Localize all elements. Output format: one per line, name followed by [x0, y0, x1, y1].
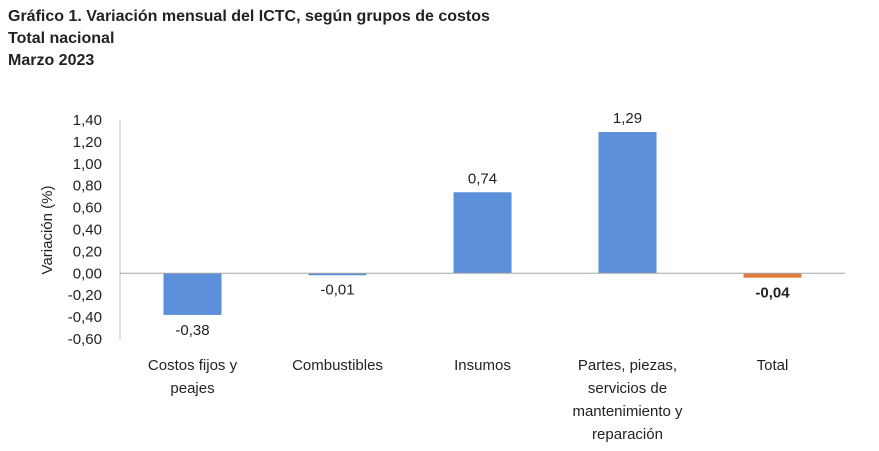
- data-label: -0,38: [175, 322, 209, 339]
- y-axis-label: Variación (%): [39, 186, 56, 275]
- y-tick-label: 0,80: [73, 178, 102, 195]
- category-label: reparación: [592, 426, 663, 443]
- bar: [743, 273, 802, 278]
- category-label: Insumos: [454, 357, 511, 374]
- bar: [308, 273, 367, 276]
- bar: [453, 192, 512, 274]
- category-label: mantenimiento y: [572, 403, 683, 420]
- category-label: peajes: [170, 380, 214, 397]
- y-axis-ticks: 1,40 1,20 1,00 0,80 0,60 0,40 0,20 0,00 -0,20 -0,…: [68, 112, 102, 348]
- bar: [163, 273, 222, 315]
- chart-subtitle-region: Total nacional: [8, 30, 115, 47]
- data-label: -0,04: [755, 285, 790, 302]
- chart-title: Gráfico 1. Variación mensual del ICTC, s…: [8, 8, 490, 25]
- data-label: -0,01: [320, 281, 354, 298]
- bars: [163, 132, 802, 315]
- y-tick-label: 0,20: [73, 243, 102, 260]
- chart-subtitle-period: Marzo 2023: [8, 52, 95, 69]
- chart-title-block: Gráfico 1. Variación mensual del ICTC, s…: [8, 6, 490, 72]
- category-label: Combustibles: [292, 357, 383, 374]
- y-tick-label: -0,60: [68, 331, 102, 348]
- category-label: Partes, piezas,: [578, 357, 677, 374]
- bar: [598, 132, 657, 274]
- y-tick-label: 0,40: [73, 222, 102, 239]
- y-tick-label: 0,60: [73, 200, 102, 217]
- data-label: 1,29: [613, 110, 642, 127]
- y-tick-label: -0,40: [68, 309, 102, 326]
- data-label: 0,74: [468, 170, 497, 187]
- y-tick-label: 1,00: [73, 156, 102, 173]
- y-tick-label: 1,40: [73, 112, 102, 129]
- category-labels: Costos fijos y peajes Combustibles Insumos P…: [148, 357, 788, 443]
- y-tick-label: 0,00: [73, 265, 102, 282]
- y-tick-label: 1,20: [73, 134, 102, 151]
- data-labels: -0,38 -0,01 0,74 1,29 -0,04: [175, 110, 790, 339]
- category-label: Total: [757, 357, 789, 374]
- category-label: servicios de: [588, 380, 667, 397]
- category-label: Costos fijos y: [148, 357, 238, 374]
- y-tick-label: -0,20: [68, 287, 102, 304]
